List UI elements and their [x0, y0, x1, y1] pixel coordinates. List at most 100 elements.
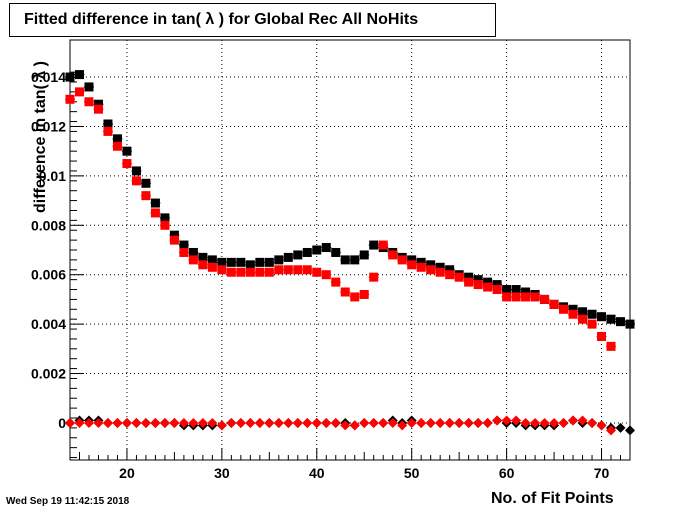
data-point-square [131, 176, 141, 186]
data-points [65, 70, 635, 436]
data-point-square [198, 260, 208, 270]
data-point-diamond [359, 417, 370, 428]
data-point-diamond [378, 417, 389, 428]
data-point-square [549, 299, 559, 309]
x-tick-label: 20 [119, 465, 135, 481]
data-point-square [568, 304, 578, 314]
data-point-square [65, 94, 75, 104]
data-point-diamond [558, 417, 569, 428]
data-point-square [616, 317, 626, 327]
data-point-diamond [625, 425, 635, 436]
data-point-square [483, 277, 493, 287]
data-point-diamond [169, 417, 180, 428]
data-point-square [597, 312, 607, 322]
data-point-square [217, 265, 227, 275]
data-point-square [435, 262, 445, 272]
data-point-square [445, 265, 455, 275]
data-point-square [103, 126, 113, 136]
data-point-square [207, 255, 217, 265]
data-point-diamond [254, 417, 265, 428]
data-point-square [255, 257, 265, 267]
data-point-diamond [121, 417, 132, 428]
data-point-square [492, 285, 502, 295]
data-point-square [93, 99, 103, 109]
data-point-square [236, 257, 246, 267]
data-point-square [160, 220, 170, 230]
data-point-square [160, 213, 170, 223]
data-point-square [293, 250, 303, 260]
data-point-square [359, 250, 369, 260]
data-point-square [141, 178, 151, 188]
data-point-square [464, 272, 474, 282]
y-axis-label: difference in tan( λ ) [32, 60, 49, 214]
data-point-square [84, 82, 94, 92]
data-point-square [245, 267, 255, 277]
data-point-square [473, 275, 483, 285]
data-point-square [578, 307, 588, 317]
data-point-square [274, 265, 284, 275]
data-point-square [521, 287, 531, 297]
data-point-square [112, 141, 122, 151]
data-point-square [483, 282, 493, 292]
data-point-square [84, 97, 94, 107]
tick-labels: 20 30 40 50 60 70 0 0.002 0.004 0.006 0.008 0.01 0.0… [31, 69, 610, 481]
data-point-diamond [112, 417, 123, 428]
data-point-square [502, 292, 512, 302]
data-point-square [179, 240, 189, 250]
data-point-diamond [311, 417, 322, 428]
data-point-diamond [435, 417, 446, 428]
data-point-square [103, 119, 113, 129]
y-tick-label: 0.012 [31, 118, 66, 134]
data-point-square [245, 260, 255, 270]
x-axis-label: No. of Fit Points [491, 490, 614, 507]
data-point-square [597, 331, 607, 341]
data-point-diamond [330, 417, 341, 428]
data-point-square [426, 265, 436, 275]
data-point-square [264, 267, 274, 277]
data-point-square [473, 280, 483, 290]
data-point-diamond [530, 417, 541, 428]
x-tick-label: 30 [214, 465, 230, 481]
data-point-square [340, 287, 350, 297]
data-point-diamond [235, 417, 246, 428]
data-point-square [65, 72, 75, 82]
data-point-square [416, 262, 426, 272]
data-point-diamond [102, 417, 113, 428]
data-point-square [188, 255, 198, 265]
data-point-diamond [368, 417, 379, 428]
data-point-square [74, 70, 84, 80]
data-point-diamond [140, 417, 151, 428]
data-point-square [293, 265, 303, 275]
plot-frame [69, 39, 631, 461]
y-tick-label: 0.002 [31, 366, 66, 382]
data-point-square [255, 267, 265, 277]
data-point-square [625, 319, 635, 329]
data-point-diamond [150, 417, 161, 428]
y-tick-label: 0.01 [39, 168, 66, 184]
data-point-diamond [425, 417, 436, 428]
data-point-diamond [615, 422, 626, 433]
y-tick-label: 0 [58, 415, 66, 431]
data-point-square [226, 257, 236, 267]
data-point-square [169, 235, 179, 245]
data-point-square [445, 270, 455, 280]
data-point-square [407, 260, 417, 270]
data-point-square [302, 247, 312, 257]
timestamp: Wed Sep 19 11:42:15 2018 [6, 496, 130, 507]
data-point-diamond [587, 417, 598, 428]
data-point-square [112, 134, 122, 144]
data-point-square [169, 230, 179, 240]
data-point-square [321, 243, 331, 253]
data-point-diamond [492, 415, 503, 426]
data-point-diamond [549, 417, 560, 428]
data-point-square [369, 272, 379, 282]
data-point-diamond [321, 417, 332, 428]
data-point-square [454, 272, 464, 282]
data-point-square [606, 341, 616, 351]
data-point-square [511, 285, 521, 295]
data-point-diamond [482, 417, 493, 428]
data-point-diamond [197, 417, 208, 428]
data-point-square [150, 198, 160, 208]
data-point-square [74, 87, 84, 97]
data-point-square [93, 104, 103, 114]
